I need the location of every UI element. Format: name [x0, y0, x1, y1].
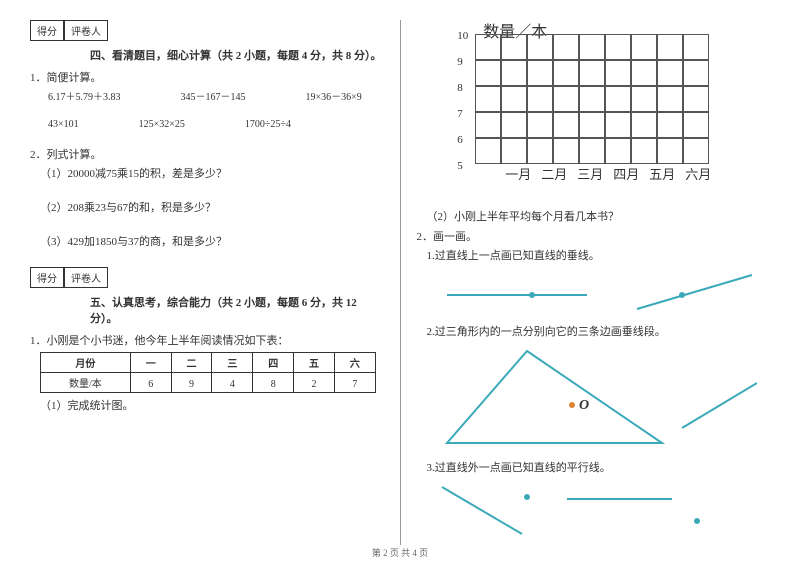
s4-q2-3: （3）429加1850与37的商，和是多少？: [40, 233, 384, 249]
right-q2-3: 3.过直线外一点画已知直线的平行线。: [427, 459, 771, 475]
expr: 6.17＋5.79＋3.83: [48, 88, 121, 103]
right-q2-1: 1.过直线上一点画已知直线的垂线。: [427, 247, 771, 263]
th: 月份: [41, 353, 131, 373]
score-box-2: 得分 评卷人: [30, 267, 384, 288]
td: 8: [253, 373, 294, 393]
reviewer-cell: 评卷人: [64, 267, 108, 288]
xlabel: 一月: [505, 168, 531, 182]
th: 二: [171, 353, 212, 373]
table-row-values: 数量/本 6 9 4 8 2 7: [41, 373, 376, 393]
th: 三: [212, 353, 253, 373]
chart-grid: [475, 34, 709, 164]
s4-q1-label: 1．简便计算。: [30, 69, 384, 85]
figure-perpendicular: [427, 267, 757, 317]
s4-q2-1: （1）20000减75乘15的积，差是多少？: [40, 165, 384, 181]
stat-chart: 数量／本 10 9 8 7 6 5 一月 二月 三月 四月 五月 六月: [443, 20, 743, 200]
th: 四: [253, 353, 294, 373]
reviewer-cell: 评卷人: [64, 20, 108, 41]
ylabel: 9: [457, 56, 463, 68]
ylabel: 7: [457, 108, 463, 120]
td: 7: [334, 373, 375, 393]
score-cell: 得分: [30, 20, 64, 41]
td: 数量/本: [41, 373, 131, 393]
th: 五: [294, 353, 335, 373]
section4-title: 四、看清题目，细心计算（共 2 小题，每题 4 分，共 8 分）。: [90, 47, 384, 63]
page-footer: 第 2 页 共 4 页: [0, 546, 800, 559]
xlabel: 三月: [577, 168, 603, 182]
th: 一: [130, 353, 171, 373]
td: 9: [171, 373, 212, 393]
xlabel: 二月: [541, 168, 567, 182]
expr: 125×32×25: [139, 119, 185, 130]
table-row-header: 月份 一 二 三 四 五 六: [41, 353, 376, 373]
figure-parallel: [427, 479, 757, 539]
th: 六: [334, 353, 375, 373]
s4-q2-2: （2）208乘23与67的和，积是多少？: [40, 199, 384, 215]
ylabel: 5: [457, 160, 463, 172]
xlabel: 四月: [613, 168, 639, 182]
s4-q2-label: 2．列式计算。: [30, 146, 384, 162]
right-q2-2: 2.过三角形内的一点分别向它的三条边画垂线段。: [427, 323, 771, 339]
s5-q1-label: 1．小刚是个小书迷，他今年上半年阅读情况如下表：: [30, 332, 384, 348]
s5-q1-1: （1）完成统计图。: [40, 397, 384, 413]
reading-table: 月份 一 二 三 四 五 六 数量/本 6 9 4 8 2 7: [40, 352, 376, 393]
expr: 19×36－36×9: [306, 88, 362, 103]
td: 2: [294, 373, 335, 393]
section5-title: 五、认真思考，综合能力（共 2 小题，每题 6 分，共 12 分）。: [90, 294, 384, 326]
expr: 1700÷25÷4: [245, 119, 291, 130]
column-divider: [400, 20, 401, 545]
expr: 345－167－145: [181, 88, 246, 103]
left-column: 得分 评卷人 四、看清题目，细心计算（共 2 小题，每题 4 分，共 8 分）。…: [30, 20, 384, 545]
expr-row-2: 43×101 125×32×25 1700÷25÷4: [48, 119, 384, 130]
right-q1-2: （2）小刚上半年平均每个月看几本书？: [427, 208, 771, 224]
td: 6: [130, 373, 171, 393]
xlabel: 五月: [649, 168, 675, 182]
score-box: 得分 评卷人: [30, 20, 384, 41]
ylabel: 8: [457, 82, 463, 94]
expr: 43×101: [48, 119, 79, 130]
td: 4: [212, 373, 253, 393]
ylabel: 10: [457, 30, 468, 42]
figure-triangle: O: [427, 343, 757, 453]
xlabel: 六月: [685, 168, 711, 182]
score-cell: 得分: [30, 267, 64, 288]
expr-row-1: 6.17＋5.79＋3.83 345－167－145 19×36－36×9: [48, 88, 384, 103]
right-q2-label: 2．画一画。: [417, 228, 771, 244]
right-column: 数量／本 10 9 8 7 6 5 一月 二月 三月 四月 五月 六月 （2）小…: [417, 20, 771, 545]
point-o-label: O: [579, 398, 589, 413]
ylabel: 6: [457, 134, 463, 146]
